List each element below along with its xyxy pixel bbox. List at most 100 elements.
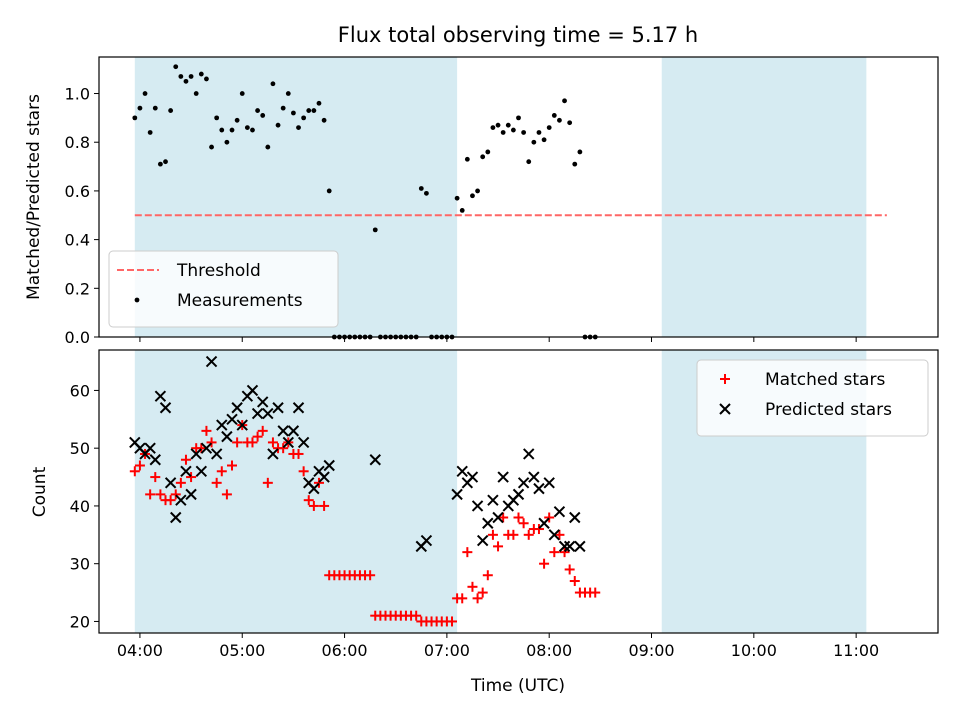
predicted-star-point <box>190 448 202 460</box>
predicted-star-point <box>236 419 248 431</box>
predicted-star-point <box>543 477 555 489</box>
predicted-star-marker-b <box>538 517 550 529</box>
x-tick-label: 10:00 <box>731 641 777 660</box>
predicted-star-marker-b <box>456 465 468 477</box>
matched-star-point <box>508 529 519 540</box>
measurement-point <box>229 127 235 133</box>
predicted-star-point <box>451 488 463 501</box>
matched-star-point <box>267 437 278 448</box>
predicted-star-marker-b <box>170 511 182 524</box>
predicted-star-point <box>497 471 509 483</box>
matched-star-point <box>227 460 238 471</box>
measurement-point <box>577 149 583 155</box>
measurement-point <box>280 105 286 111</box>
predicted-star-point <box>569 511 581 524</box>
measurement-point <box>239 91 245 96</box>
matched-star-point <box>134 460 145 471</box>
predicted-star-point <box>456 465 468 477</box>
predicted-star-marker-b <box>159 402 172 414</box>
matched-star-point <box>523 529 534 540</box>
measurement-point <box>275 122 281 128</box>
measurement-point <box>173 64 179 70</box>
predicted-star-point <box>170 511 182 524</box>
predicted-star-marker-b <box>216 419 228 431</box>
y-tick-label: 50 <box>70 439 90 458</box>
measurement-point <box>157 161 163 167</box>
matched-star-point <box>493 541 504 552</box>
legend-box <box>108 250 339 328</box>
bottom-panel: 04:00 05:00 06:00 07:00 08:00 09:00 10:00 11:00… <box>70 349 939 660</box>
measurement-point <box>296 125 301 131</box>
predicted-star-marker-b <box>164 477 177 489</box>
measurement-point <box>321 117 327 123</box>
predicted-star-marker-b <box>420 534 433 547</box>
predicted-star-marker-b <box>303 477 315 489</box>
predicted-star-point <box>548 529 561 541</box>
matched-star-point <box>462 547 473 558</box>
predicted-star-point <box>323 459 335 472</box>
predicted-star-marker-b <box>272 402 284 414</box>
predicted-star-marker-b <box>134 442 146 454</box>
matched-star-point <box>313 477 324 488</box>
measurement-point <box>459 207 465 213</box>
legend-label: Matched stars <box>765 370 885 390</box>
matched-star-point <box>457 593 468 604</box>
predicted-star-point <box>185 488 197 501</box>
x-tick-label: 07:00 <box>424 641 470 660</box>
measurement-point <box>516 115 521 121</box>
predicted-star-point <box>180 465 192 477</box>
matched-star-point <box>446 616 457 627</box>
predicted-star-marker-b <box>210 448 223 460</box>
predicted-star-marker-b <box>476 534 489 547</box>
chart-title: Flux total observing time = 5.17 h <box>338 23 698 47</box>
predicted-star-marker-b <box>292 402 305 414</box>
predicted-star-point <box>487 494 499 506</box>
predicted-star-marker-b <box>205 355 218 368</box>
matched-star-point <box>544 512 555 523</box>
y-tick-label: 30 <box>70 555 90 574</box>
measurement-point <box>480 154 486 160</box>
predicted-star-marker-b <box>308 482 320 495</box>
matched-star-point <box>477 587 488 598</box>
matched-star-point <box>482 570 493 581</box>
legend-label: Measurements <box>177 291 303 311</box>
matched-star-point <box>221 489 232 500</box>
legend-predicted-swatch-b <box>719 403 731 415</box>
predicted-star-marker-b <box>487 494 499 506</box>
measurement-point <box>132 115 138 121</box>
x-tick-label: 11:00 <box>833 641 879 660</box>
measurement-point <box>536 130 542 135</box>
predicted-star-marker-b <box>466 471 479 483</box>
predicted-star-point <box>318 471 330 483</box>
measurement-point <box>214 115 220 121</box>
predicted-star-marker-b <box>451 488 463 501</box>
measurement-point <box>541 137 547 143</box>
matched-star-point <box>155 489 166 500</box>
matched-star-point <box>590 587 601 598</box>
matched-star-point <box>170 489 181 500</box>
predicted-star-point <box>200 442 213 454</box>
predicted-star-point <box>297 436 310 449</box>
measurement-point <box>152 105 158 111</box>
predicted-star-point <box>205 355 218 368</box>
y-tick-label: 0.2 <box>65 279 90 298</box>
predicted-star-marker-b <box>512 488 525 501</box>
top-legend: Threshold Measurements <box>108 250 339 328</box>
matched-star-point <box>303 495 314 506</box>
matched-star-point <box>467 581 478 592</box>
predicted-star-marker-b <box>257 396 269 408</box>
matched-star-point <box>498 512 509 523</box>
predicted-star-point <box>144 442 156 454</box>
measurement-point <box>255 108 260 113</box>
shaded-interval-1 <box>134 350 458 633</box>
predicted-star-point <box>159 402 172 414</box>
matched-star-point <box>201 425 212 436</box>
predicted-star-marker-b <box>221 430 233 443</box>
legend-label: Threshold <box>176 261 261 281</box>
predicted-star-marker-b <box>297 436 310 449</box>
predicted-star-point <box>164 477 177 489</box>
predicted-star-marker-b <box>246 384 259 397</box>
matched-star-point <box>539 558 550 569</box>
measurement-point <box>219 127 225 133</box>
y-tick-label: 20 <box>70 612 90 631</box>
